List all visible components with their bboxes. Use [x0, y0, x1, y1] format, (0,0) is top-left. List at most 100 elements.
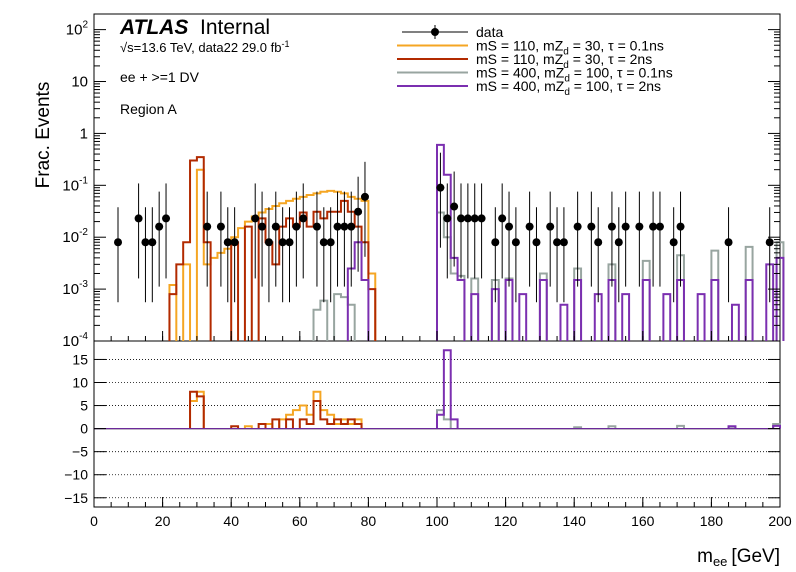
ratio-y-tick-label: 15 — [72, 351, 88, 367]
data-point — [655, 222, 664, 231]
data-point — [230, 238, 239, 247]
data-point — [635, 222, 644, 231]
y-axis-label: Frac. Events — [33, 82, 54, 189]
y-tick-label: 102 — [66, 20, 89, 39]
x-tick-label: 0 — [90, 513, 98, 529]
data-point — [360, 192, 369, 201]
data-point — [333, 222, 342, 231]
ratio-y-tick-label: 5 — [80, 398, 88, 414]
data-point — [573, 222, 582, 231]
x-tick-label: 200 — [768, 513, 792, 529]
data-point — [271, 222, 280, 231]
x-tick-label: 180 — [700, 513, 724, 529]
data-point — [676, 222, 685, 231]
ratio-line-s400_2 — [436, 349, 781, 429]
legend-label: data — [476, 24, 503, 40]
data-point — [319, 238, 328, 247]
data-point — [203, 222, 212, 231]
data-point — [470, 214, 479, 223]
data-point — [498, 214, 507, 223]
data-point — [436, 183, 445, 192]
data-point — [285, 238, 294, 247]
x-tick-label: 160 — [631, 513, 655, 529]
data-point — [292, 222, 301, 231]
region-label: Region A — [120, 101, 177, 117]
data-point — [525, 222, 534, 231]
data-point — [450, 202, 459, 211]
data-point — [264, 238, 273, 247]
atlas-label: ATLAS — [119, 16, 188, 39]
ratio-y-tick-label: 10 — [72, 375, 88, 391]
data-point — [607, 222, 616, 231]
legend-data-marker — [431, 28, 439, 36]
data-point — [340, 222, 349, 231]
data-point — [477, 214, 486, 223]
data-point — [216, 222, 225, 231]
data-point — [251, 214, 260, 223]
legend-label: mS = 400, mZd = 100, τ = 2ns — [476, 78, 661, 98]
data-point — [546, 222, 555, 231]
data-point — [511, 238, 520, 247]
x-tick-label: 60 — [292, 513, 308, 529]
x-tick-label: 80 — [361, 513, 377, 529]
data-point — [559, 238, 568, 247]
data-point — [669, 238, 678, 247]
y-tick-label: 10-1 — [62, 175, 88, 194]
data-point — [354, 207, 363, 216]
ratio-series — [94, 349, 781, 430]
data-point — [532, 238, 541, 247]
x-tick-label: 120 — [494, 513, 518, 529]
data-point — [649, 222, 658, 231]
data-point — [258, 222, 267, 231]
y-tick-label: 10-2 — [62, 227, 88, 246]
x-tick-label: 20 — [155, 513, 171, 529]
data-point — [326, 238, 335, 247]
data-point — [141, 238, 150, 247]
data-point — [463, 214, 472, 223]
axes: 0 20 40 60 80 100 120 140 160 180 20010-410-310-21… — [62, 20, 791, 529]
y-tick-label: 1 — [80, 125, 88, 142]
x-axis-label: mee [GeV] — [697, 546, 780, 569]
data-point — [505, 222, 514, 231]
internal-label: Internal — [200, 16, 270, 39]
data-point — [223, 238, 232, 247]
data-point — [621, 222, 630, 231]
data-point — [587, 222, 596, 231]
ratio-y-tick-label: −10 — [64, 467, 88, 483]
y-tick-label: 10-4 — [62, 331, 88, 350]
x-tick-label: 140 — [563, 513, 587, 529]
x-tick-label: 40 — [223, 513, 239, 529]
selection-label: ee + >=1 DV — [120, 69, 200, 85]
ratio-line-s110_2 — [189, 390, 363, 429]
series-line-s400_01 — [312, 211, 785, 341]
data-point — [155, 222, 164, 231]
x-tick-label: 100 — [425, 513, 449, 529]
data-point — [443, 214, 452, 223]
energy-label: √s=13.6 TeV, data22 29.0 fb-1 — [120, 39, 289, 55]
data-point — [299, 214, 308, 223]
data-point — [491, 238, 500, 247]
data-point — [765, 238, 774, 247]
data-points — [114, 152, 774, 303]
legend-label: mS = 110, mZd = 30, τ = 2ns — [476, 51, 652, 71]
data-point — [594, 238, 603, 247]
y-tick-label: 10-3 — [62, 279, 88, 298]
ratio-y-tick-label: −5 — [72, 444, 88, 460]
ratio-y-tick-label: −15 — [64, 490, 88, 506]
data-point — [312, 222, 321, 231]
data-point — [457, 214, 466, 223]
ratio-line-s110_01 — [189, 390, 363, 429]
data-point — [724, 238, 733, 247]
data-point — [114, 238, 123, 247]
legend-label: mS = 400, mZd = 100, τ = 0.1ns — [476, 65, 673, 85]
main-series — [168, 143, 785, 341]
data-point — [162, 214, 171, 223]
data-point — [134, 214, 143, 223]
data-point — [347, 222, 356, 231]
data-point — [278, 238, 287, 247]
ratio-y-tick-label: 0 — [80, 421, 88, 437]
data-point — [553, 238, 562, 247]
data-point — [148, 238, 157, 247]
